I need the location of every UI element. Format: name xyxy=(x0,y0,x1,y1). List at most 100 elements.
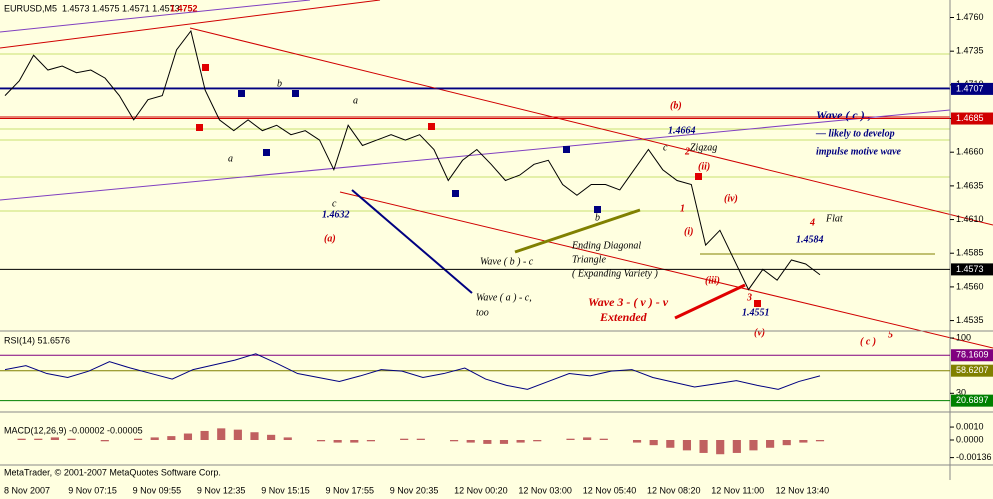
bar xyxy=(799,440,808,443)
annotation: 1.4632 xyxy=(322,209,350,220)
bar xyxy=(699,440,708,453)
y-tick-label: 1.4735 xyxy=(956,46,984,56)
y-tick-label: 1.4760 xyxy=(956,12,984,22)
annotation: (ii) xyxy=(698,161,710,172)
x-tick-label: 12 Nov 08:20 xyxy=(647,485,701,495)
bar xyxy=(499,440,509,444)
bar xyxy=(416,438,425,440)
bar xyxy=(233,429,242,440)
price-label: 20.6897 xyxy=(956,395,989,405)
annotation: Extended xyxy=(599,310,648,324)
bar xyxy=(516,440,525,443)
channel-line xyxy=(0,0,381,49)
bar xyxy=(267,434,276,440)
bar xyxy=(716,440,725,455)
price-label-bg xyxy=(951,349,993,362)
bar xyxy=(483,440,492,444)
marker xyxy=(428,123,435,130)
arrow xyxy=(514,208,641,254)
bar xyxy=(250,432,259,440)
annotation: 5 xyxy=(888,329,893,340)
annotation: 1.4584 xyxy=(796,234,824,245)
annotation: 1.4664 xyxy=(668,125,696,136)
price-label-bg xyxy=(951,263,993,276)
price-label-bg xyxy=(951,82,993,95)
annotation: (b) xyxy=(670,100,682,111)
annotation: 1.4551 xyxy=(742,307,770,318)
annotation: c xyxy=(332,198,337,209)
x-tick-label: 8 Nov 2007 xyxy=(4,485,50,495)
high: 1.4752 xyxy=(170,3,198,13)
x-tick-label: 12 Nov 13:40 xyxy=(776,485,830,495)
marker xyxy=(452,190,459,197)
annotation: Wave ( c ) , xyxy=(816,108,871,122)
annotation: Wave ( b ) - c xyxy=(480,256,534,267)
marker xyxy=(263,149,270,156)
price-label: 78.1609 xyxy=(956,350,989,360)
bar xyxy=(749,440,758,451)
bar xyxy=(766,440,775,448)
y-tick-label: -0.00136 xyxy=(956,452,992,462)
y-tick-label: 1.4535 xyxy=(956,315,984,325)
annotation: Triangle xyxy=(572,254,606,265)
bar xyxy=(150,437,159,440)
x-tick-label: 9 Nov 12:35 xyxy=(197,485,246,495)
main-panel: a b a c 1.4632 (a) (b) 1.4664 c Zigzag (… xyxy=(0,0,993,349)
y-tick-label: 100 xyxy=(956,332,971,342)
price-label: 1.4707 xyxy=(956,83,984,93)
bar xyxy=(599,438,608,440)
y-tick-label: 1.4660 xyxy=(956,147,984,157)
bar xyxy=(316,440,326,442)
macd-title: MACD(12,26,9) -0.00002 -0.00005 xyxy=(4,425,143,435)
bar xyxy=(649,440,658,446)
ohlc: 1.4573 1.4575 1.4571 1.4573 xyxy=(62,3,180,13)
rsi-title: RSI(14) 51.6576 xyxy=(4,335,70,345)
arrow xyxy=(351,189,473,294)
bar xyxy=(583,437,592,440)
annotation: a xyxy=(228,153,233,164)
x-tick-label: 12 Nov 11:00 xyxy=(711,485,764,495)
bar xyxy=(100,440,109,442)
y-tick-label: 1.4610 xyxy=(956,214,984,224)
bar xyxy=(566,438,575,440)
bar xyxy=(632,440,642,443)
symbol: EURUSD,M5 xyxy=(4,3,57,13)
marker xyxy=(202,64,209,71)
y-tick-label: 30 xyxy=(956,388,966,398)
channel-line xyxy=(0,0,311,33)
y-tick-label: 1.4560 xyxy=(956,281,984,291)
annotation: Zigzag xyxy=(690,142,717,153)
annotation: 1 xyxy=(680,203,685,214)
trend-line xyxy=(189,27,993,226)
x-tick-label: 9 Nov 15:15 xyxy=(261,485,310,495)
annotation: Ending Diagonal xyxy=(571,240,641,251)
bar xyxy=(732,440,741,453)
x-tick-label: 9 Nov 07:15 xyxy=(68,485,117,495)
marker xyxy=(695,173,702,180)
marker xyxy=(563,146,570,153)
price-label: 1.4685 xyxy=(956,113,984,123)
annotation: 2 xyxy=(684,146,690,157)
annotation: (iii) xyxy=(705,275,720,286)
annotation: too xyxy=(476,307,489,318)
price-label-bg xyxy=(951,112,993,125)
price-label-bg xyxy=(951,364,993,377)
annotation: impulse motive wave xyxy=(816,146,902,157)
x-tick-label: 9 Nov 09:55 xyxy=(133,485,182,495)
marker xyxy=(292,90,299,97)
bar xyxy=(183,433,193,440)
bar xyxy=(366,440,375,442)
price-label: 1.4573 xyxy=(956,264,984,274)
y-tick-label: 1.4635 xyxy=(956,180,984,190)
bar xyxy=(533,440,542,442)
bar xyxy=(666,440,675,448)
y-tick-label: 0.0010 xyxy=(956,421,984,431)
y-tick-label: 0.0000 xyxy=(956,434,984,444)
bar xyxy=(450,440,459,442)
footer: MetaTrader, © 2001-2007 MetaQuotes Softw… xyxy=(4,467,221,477)
annotation: a xyxy=(353,95,358,106)
annotation: b xyxy=(595,212,600,223)
